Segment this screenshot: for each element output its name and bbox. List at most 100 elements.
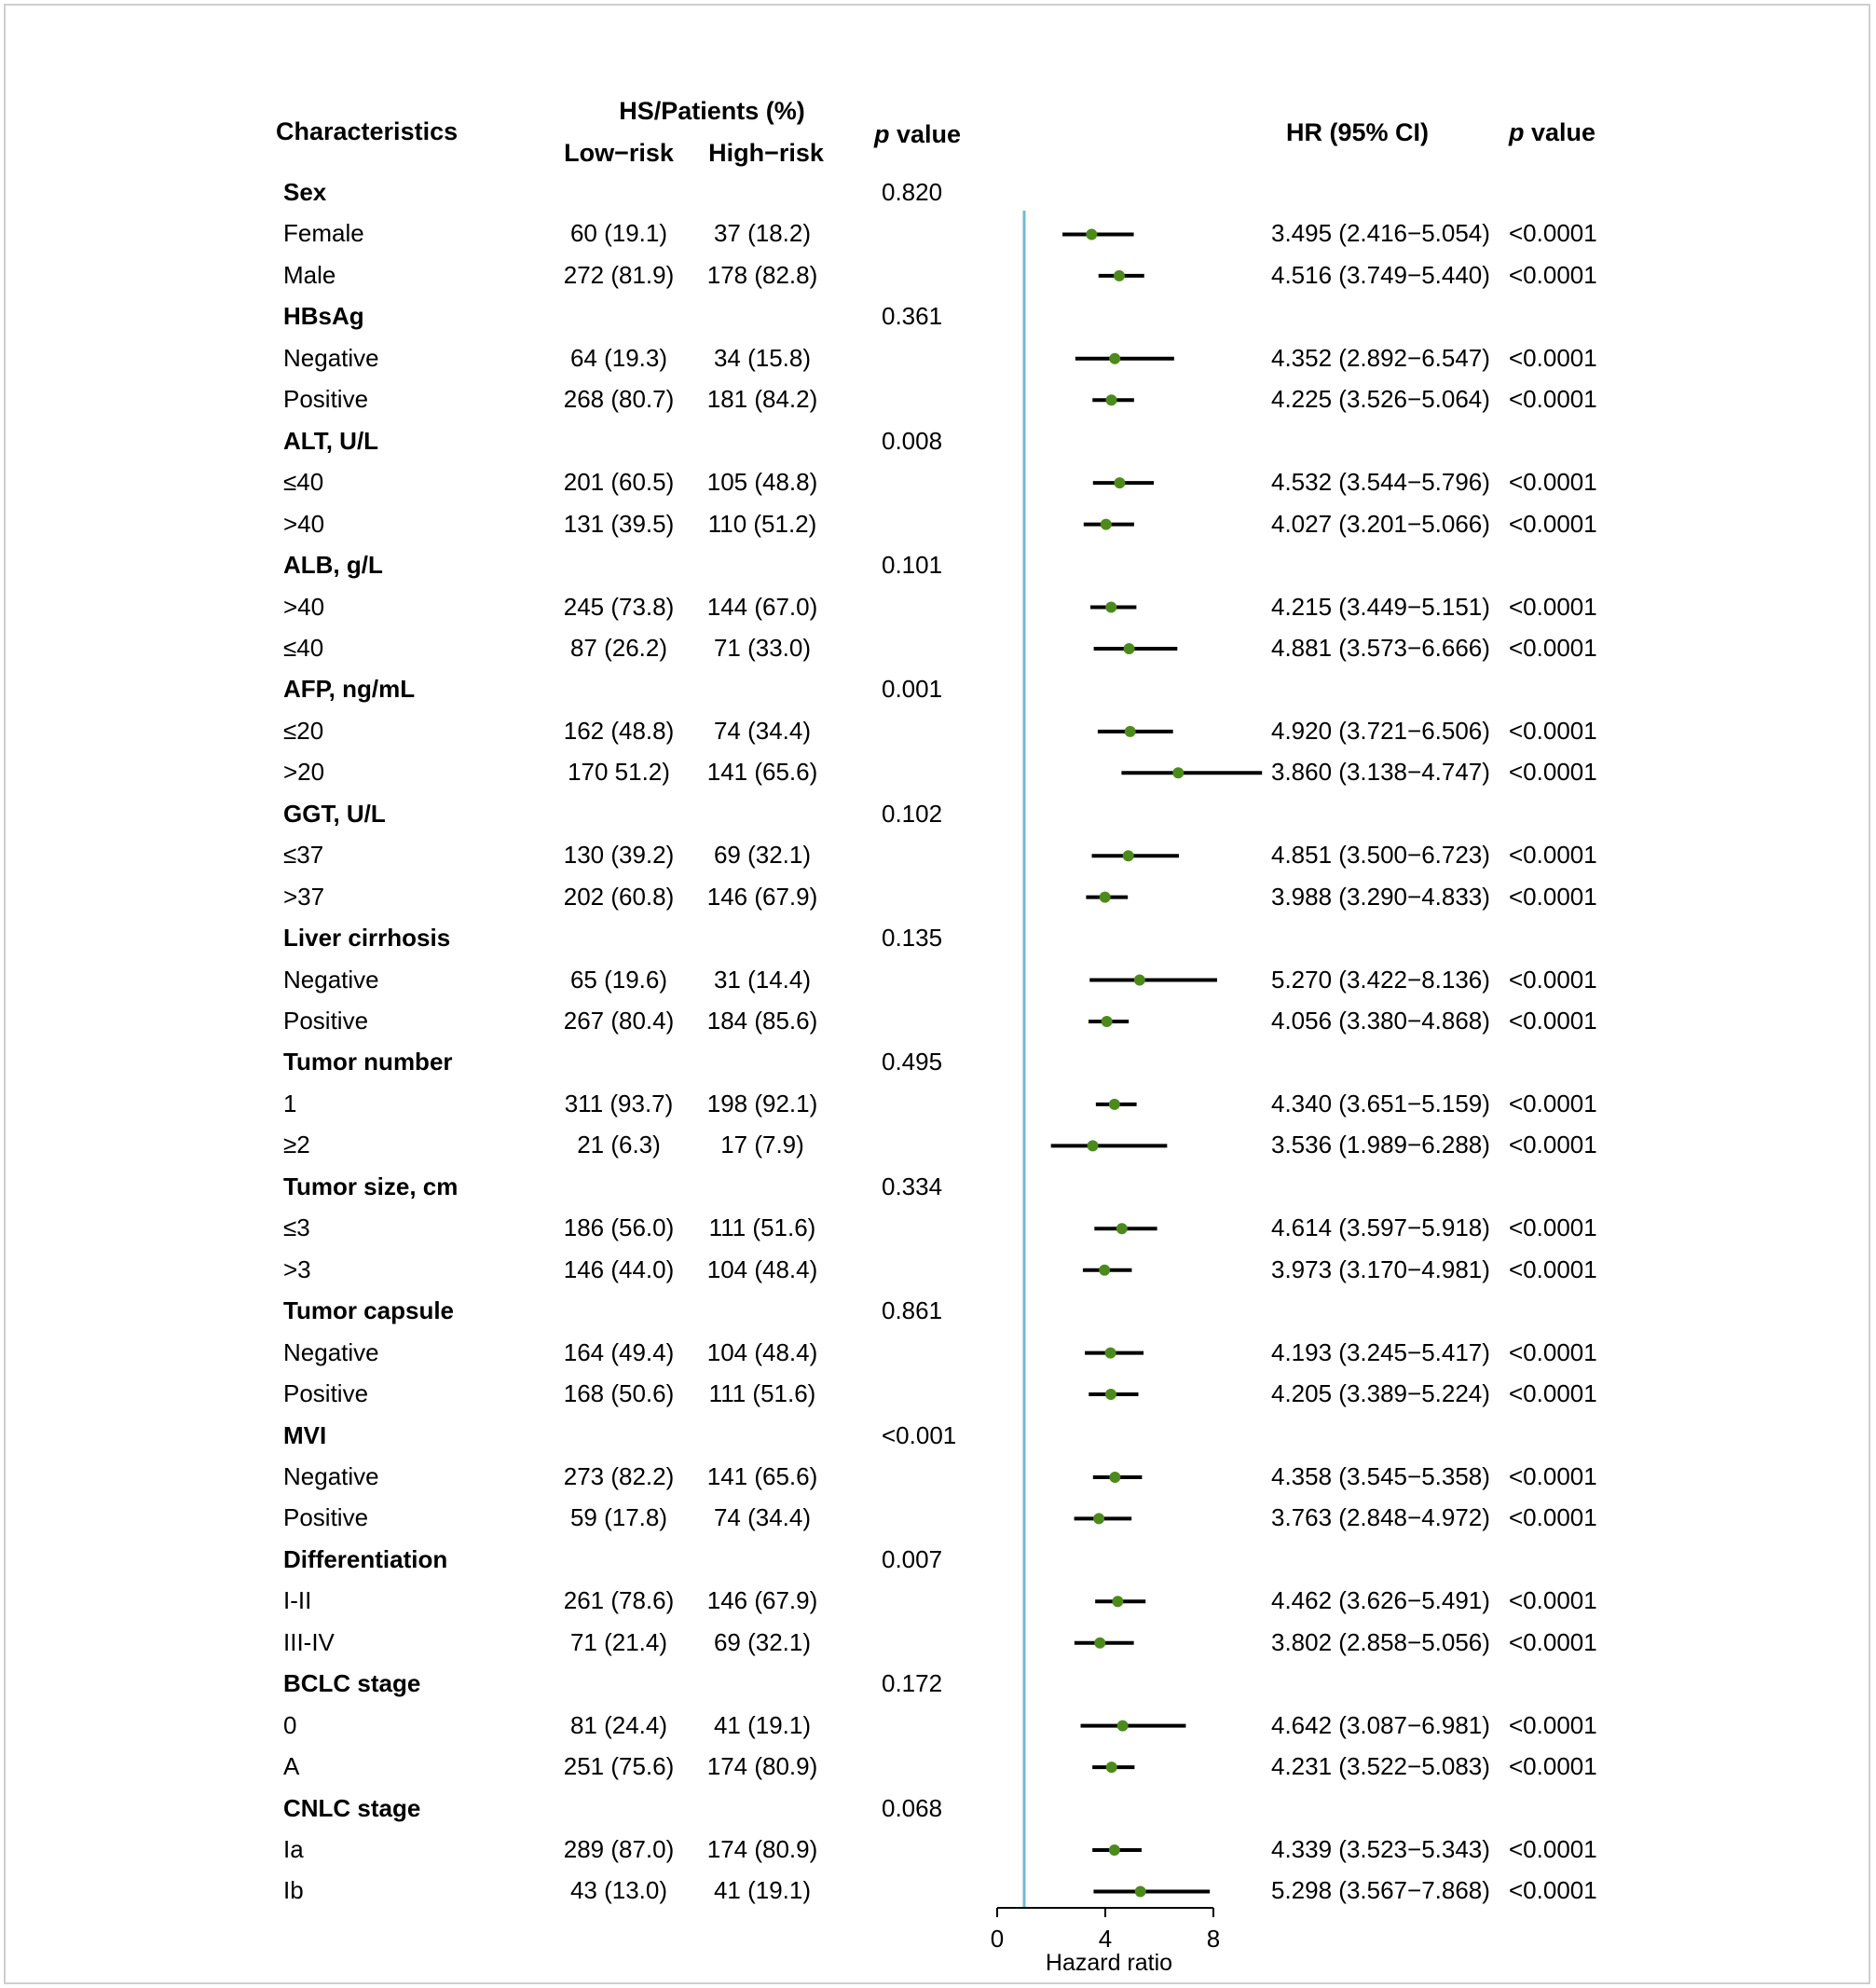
hr-point bbox=[1086, 228, 1098, 240]
high-risk-value: 184 (85.6) bbox=[706, 1007, 818, 1035]
high-risk-value: 141 (65.6) bbox=[706, 758, 818, 787]
low-risk-value: 261 (78.6) bbox=[563, 1586, 675, 1615]
group-p-value: 0.334 bbox=[882, 1172, 943, 1200]
high-risk-value: 17 (7.9) bbox=[720, 1131, 804, 1159]
group-p-value: 0.495 bbox=[882, 1048, 943, 1076]
row-label: III-IV bbox=[283, 1627, 335, 1656]
p-value-2: <0.0001 bbox=[1509, 758, 1597, 787]
group-label: GGT, U/L bbox=[283, 799, 386, 828]
p-value-2: <0.0001 bbox=[1509, 716, 1597, 745]
hr-ci-value: 4.920 (3.721−6.506) bbox=[1271, 716, 1490, 745]
group-p-value: 0.361 bbox=[882, 302, 943, 331]
hr-point bbox=[1093, 1513, 1105, 1525]
p-value-2: <0.0001 bbox=[1509, 385, 1597, 414]
hr-ci-value: 4.056 (3.380−4.868) bbox=[1271, 1007, 1490, 1035]
hr-point bbox=[1116, 1720, 1129, 1732]
high-risk-value: 111 (51.6) bbox=[708, 1213, 816, 1242]
group-label: CNLC stage bbox=[283, 1793, 421, 1822]
low-risk-value: 201 (60.5) bbox=[563, 468, 675, 497]
hr-point bbox=[1109, 352, 1121, 364]
row-label: A bbox=[283, 1752, 300, 1781]
row-label: ≥2 bbox=[283, 1131, 310, 1159]
hr-point bbox=[1134, 1885, 1146, 1898]
hr-ci-value: 4.642 (3.087−6.981) bbox=[1271, 1710, 1490, 1739]
group-p-value: 0.068 bbox=[882, 1793, 943, 1822]
row-label: Positive bbox=[283, 1379, 369, 1408]
group-label: BCLC stage bbox=[283, 1669, 421, 1698]
low-risk-value: 273 (82.2) bbox=[563, 1461, 675, 1490]
p-value-2: <0.0001 bbox=[1509, 1213, 1597, 1242]
low-risk-value: 130 (39.2) bbox=[563, 841, 675, 870]
low-risk-value: 170 51.2) bbox=[568, 758, 670, 787]
low-risk-value: 43 (13.0) bbox=[569, 1876, 668, 1905]
high-risk-value: 144 (67.0) bbox=[706, 592, 818, 621]
low-risk-value: 289 (87.0) bbox=[563, 1835, 675, 1863]
high-risk-value: 31 (14.4) bbox=[713, 965, 812, 994]
row-label: >3 bbox=[283, 1254, 311, 1283]
low-risk-value: 268 (80.7) bbox=[563, 385, 675, 414]
group-label: Differentiation bbox=[283, 1544, 448, 1573]
row-label: ≤40 bbox=[283, 468, 324, 497]
x-tick-label: 0 bbox=[991, 1925, 1004, 1953]
row-label: 1 bbox=[283, 1089, 297, 1117]
p-value-2: <0.0001 bbox=[1509, 1131, 1597, 1159]
hr-ci-value: 4.851 (3.500−6.723) bbox=[1271, 841, 1490, 870]
low-risk-value: 71 (21.4) bbox=[569, 1627, 668, 1656]
low-risk-value: 65 (19.6) bbox=[569, 965, 668, 994]
hr-ci-value: 3.763 (2.848−4.972) bbox=[1271, 1503, 1490, 1532]
group-p-value: <0.001 bbox=[882, 1420, 957, 1449]
high-risk-value: 174 (80.9) bbox=[706, 1835, 818, 1863]
hr-ci-value: 4.881 (3.573−6.666) bbox=[1271, 633, 1490, 662]
group-label: Tumor capsule bbox=[283, 1296, 455, 1325]
hr-point bbox=[1094, 1637, 1106, 1649]
hr-point bbox=[1113, 269, 1125, 281]
low-risk-value: 164 (49.4) bbox=[563, 1337, 675, 1366]
hr-ci-header: HR (95% CI) bbox=[1286, 118, 1430, 146]
p-value-2-italic: p bbox=[1509, 118, 1525, 146]
hr-point bbox=[1099, 891, 1111, 903]
group-p-value: 0.001 bbox=[882, 675, 943, 704]
p-value-2: <0.0001 bbox=[1509, 1752, 1597, 1781]
p-value-2: <0.0001 bbox=[1509, 841, 1597, 870]
high-risk-value: 141 (65.6) bbox=[706, 1461, 818, 1490]
x-tick-label: 8 bbox=[1207, 1925, 1220, 1953]
row-label: Ib bbox=[283, 1876, 304, 1905]
high-risk-value: 110 (51.2) bbox=[707, 509, 817, 538]
p-value-2: <0.0001 bbox=[1509, 1627, 1597, 1656]
figure-frame bbox=[4, 4, 1870, 1984]
p-value-2: <0.0001 bbox=[1509, 1461, 1597, 1490]
group-label: ALT, U/L bbox=[283, 426, 379, 455]
high-risk-value: 146 (67.9) bbox=[706, 882, 818, 911]
p-value-header: p value bbox=[874, 120, 961, 148]
hr-point bbox=[1133, 974, 1145, 986]
row-label: Male bbox=[283, 260, 336, 289]
x-tick-label: 4 bbox=[1099, 1925, 1112, 1953]
group-p-value: 0.101 bbox=[882, 551, 943, 580]
row-label: Negative bbox=[283, 965, 379, 994]
low-risk-value: 272 (81.9) bbox=[563, 260, 675, 289]
low-risk-value: 251 (75.6) bbox=[563, 1752, 675, 1781]
p-value-2: <0.0001 bbox=[1509, 1254, 1597, 1283]
hr-point bbox=[1172, 767, 1184, 779]
low-risk-header: Low−risk bbox=[564, 139, 674, 167]
row-label: >37 bbox=[283, 882, 325, 911]
hr-point bbox=[1105, 394, 1117, 406]
row-label: Negative bbox=[283, 343, 379, 372]
hr-ci-value: 5.298 (3.567−7.868) bbox=[1271, 1876, 1490, 1905]
hr-point bbox=[1105, 601, 1117, 613]
high-risk-value: 111 (51.6) bbox=[708, 1379, 816, 1408]
p-value-italic: p bbox=[874, 120, 890, 148]
high-risk-value: 74 (34.4) bbox=[713, 1503, 812, 1532]
hr-ci-value: 3.495 (2.416−5.054) bbox=[1271, 219, 1490, 248]
low-risk-value: 202 (60.8) bbox=[563, 882, 675, 911]
hr-ci-value: 4.358 (3.545−5.358) bbox=[1271, 1461, 1490, 1490]
group-p-value: 0.102 bbox=[882, 799, 943, 828]
low-risk-value: 87 (26.2) bbox=[569, 633, 668, 662]
group-label: AFP, ng/mL bbox=[283, 675, 416, 704]
p-value-header-2: p value bbox=[1509, 118, 1595, 146]
hr-ci-value: 3.973 (3.170−4.981) bbox=[1271, 1254, 1490, 1283]
row-label: Positive bbox=[283, 1007, 369, 1035]
high-risk-value: 37 (18.2) bbox=[713, 219, 812, 248]
group-label: HBsAg bbox=[283, 302, 364, 331]
